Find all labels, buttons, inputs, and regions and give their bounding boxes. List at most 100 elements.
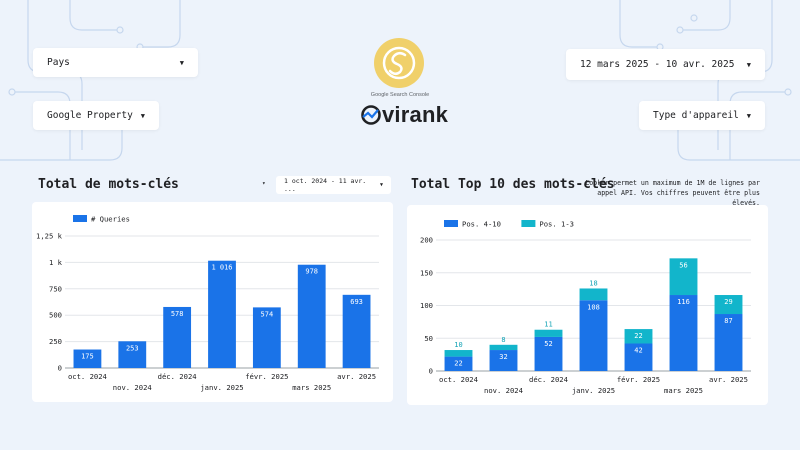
data-label: 87 <box>724 317 732 325</box>
top10-stacked-bar-chart: 0 50 100 150 200 Pos. 4-10 Pos. 1-3 22 10 oct. 20… <box>420 220 751 395</box>
x-tick-label: déc. 2024 <box>158 372 197 381</box>
y-tick-label: 200 <box>420 236 433 245</box>
data-label: 8 <box>501 336 505 344</box>
chevron-down-icon: ▼ <box>746 60 751 69</box>
x-tick-label: mars 2025 <box>292 383 331 392</box>
chevron-down-icon[interactable]: ▾ <box>262 180 266 187</box>
y-tick-label: 750 <box>49 284 62 293</box>
bar <box>489 350 518 371</box>
y-tick-label: 1 k <box>49 258 63 267</box>
date-range-filter[interactable]: 12 mars 2025 - 10 avr. 2025 ▼ <box>566 49 765 80</box>
brand-mark-icon <box>361 105 381 125</box>
x-tick-label: oct. 2024 <box>439 375 478 384</box>
x-tick-label: janv. 2025 <box>200 383 243 392</box>
x-tick-label: déc. 2024 <box>529 375 568 384</box>
data-label: 18 <box>589 279 597 287</box>
legend-label: # Queries <box>91 215 130 224</box>
data-label: 253 <box>126 344 139 352</box>
legend-swatch <box>73 215 87 222</box>
device-filter[interactable]: Type d'appareil ▼ <box>639 101 765 130</box>
bar <box>297 264 326 368</box>
logo-caption: Google Search Console <box>370 92 430 98</box>
bar <box>489 344 518 351</box>
data-label: 1 016 <box>211 264 232 272</box>
data-label: 32 <box>499 353 507 361</box>
x-tick-label: oct. 2024 <box>68 372 107 381</box>
bar <box>444 350 473 357</box>
api-limit-note: Looker permet un maximum de 1M de lignes… <box>580 178 760 208</box>
data-label: 574 <box>261 310 274 318</box>
chevron-down-icon: ▼ <box>746 111 751 120</box>
chevron-down-icon: ▼ <box>140 111 145 120</box>
bar <box>714 295 743 315</box>
brand-logo: virank <box>360 101 448 129</box>
bar <box>208 260 236 368</box>
left-date-range-filter[interactable]: 1 oct. 2024 - 11 avr. ... ▼ <box>276 176 391 194</box>
legend-swatch <box>444 220 458 227</box>
y-tick-label: 500 <box>49 311 62 320</box>
x-tick-label: avr. 2025 <box>709 375 748 384</box>
y-tick-label: 1,25 k <box>36 232 63 241</box>
x-tick-label: avr. 2025 <box>337 372 376 381</box>
keywords-total-title: Total de mots-clés <box>38 177 179 192</box>
x-tick-label: nov. 2024 <box>484 386 523 395</box>
x-tick-label: nov. 2024 <box>113 383 152 392</box>
data-label: 22 <box>634 332 642 340</box>
bar <box>624 343 653 371</box>
data-label: 116 <box>677 298 690 306</box>
x-tick-label: févr. 2025 <box>245 372 288 381</box>
api-limit-note-line1: Looker permet un maximum de 1M de lignes… <box>585 179 760 187</box>
bar <box>534 336 563 371</box>
y-tick-label: 100 <box>420 301 433 310</box>
data-label: 108 <box>587 303 600 311</box>
legend-label: Pos. 4-10 <box>462 220 501 229</box>
left-date-range-label: 1 oct. 2024 - 11 avr. ... <box>284 177 367 193</box>
bar <box>714 314 743 371</box>
legend-swatch <box>521 220 536 227</box>
y-tick-label: 0 <box>429 367 433 376</box>
x-tick-label: mars 2025 <box>664 386 703 395</box>
bar <box>73 349 102 368</box>
bar <box>163 306 192 368</box>
data-label: 42 <box>634 346 642 354</box>
bar <box>444 356 473 371</box>
bar <box>579 300 608 371</box>
property-filter-label: Google Property <box>47 110 133 121</box>
x-tick-label: févr. 2025 <box>617 375 660 384</box>
top10-chart-card: 0 50 100 150 200 Pos. 4-10 Pos. 1-3 22 10 oct. 20… <box>407 205 768 405</box>
country-filter[interactable]: Pays ▼ <box>33 48 198 77</box>
data-label: 11 <box>544 321 552 329</box>
legend-label: Pos. 1-3 <box>539 220 574 229</box>
bar <box>669 295 698 371</box>
bar <box>579 288 608 301</box>
data-label: 693 <box>350 298 363 306</box>
search-console-logo <box>374 38 424 88</box>
data-label: 10 <box>454 341 462 349</box>
bar <box>252 307 281 368</box>
data-label: 175 <box>81 353 94 361</box>
y-tick-label: 250 <box>49 337 62 346</box>
property-filter[interactable]: Google Property ▼ <box>33 101 159 130</box>
top10-total-title: Total Top 10 des mots-clés <box>411 177 615 192</box>
data-label: 29 <box>724 298 732 306</box>
api-limit-note-line2: appel API. Vos chiffres peuvent être plu… <box>597 189 760 207</box>
bar <box>669 258 698 296</box>
y-tick-label: 50 <box>424 334 433 343</box>
y-tick-label: 0 <box>58 364 62 373</box>
data-label: 978 <box>305 268 318 276</box>
bar <box>624 329 653 344</box>
data-label: 22 <box>454 360 462 368</box>
data-label: 52 <box>544 340 552 348</box>
data-label: 56 <box>679 261 687 269</box>
x-tick-label: janv. 2025 <box>572 386 615 395</box>
y-tick-label: 150 <box>420 268 433 277</box>
chevron-down-icon: ▼ <box>179 58 184 67</box>
device-filter-label: Type d'appareil <box>653 110 739 121</box>
chevron-down-icon: ▼ <box>379 182 383 188</box>
bar <box>342 294 371 368</box>
keywords-bar-chart: 0 250 500 750 1 k 1,25 k # Queries 175 oct. 2024… <box>36 215 379 392</box>
bar <box>118 341 147 368</box>
brand-name: virank <box>382 102 449 127</box>
date-range-label: 12 mars 2025 - 10 avr. 2025 <box>580 59 735 70</box>
data-label: 578 <box>171 310 184 318</box>
